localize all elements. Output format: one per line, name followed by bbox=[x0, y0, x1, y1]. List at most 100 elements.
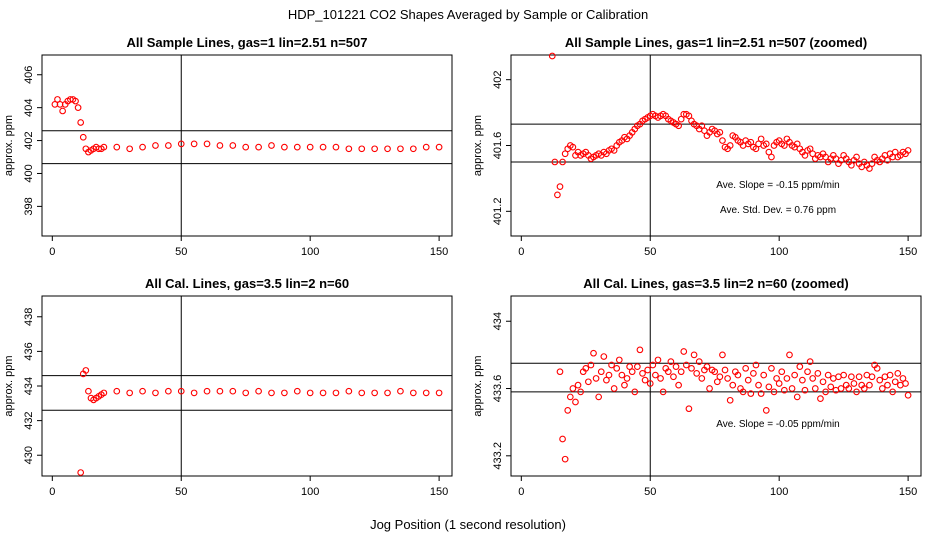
data-point bbox=[845, 385, 853, 392]
y-tick-label: 434 bbox=[492, 312, 504, 330]
data-point bbox=[371, 389, 378, 397]
y-axis-label: approx. ppm bbox=[472, 355, 484, 416]
data-point bbox=[695, 358, 703, 365]
data-point bbox=[711, 368, 719, 376]
data-point bbox=[561, 455, 569, 463]
data-point bbox=[755, 381, 762, 389]
data-point bbox=[582, 364, 590, 372]
y-tick-label: 406 bbox=[23, 66, 35, 84]
data-point bbox=[559, 158, 566, 166]
data-point bbox=[884, 156, 891, 164]
data-point bbox=[799, 376, 806, 384]
data-point bbox=[716, 128, 724, 136]
data-point bbox=[739, 388, 747, 396]
data-point bbox=[672, 363, 680, 371]
x-tick-label: 50 bbox=[175, 246, 187, 258]
x-tick-label: 100 bbox=[301, 486, 319, 498]
data-point bbox=[641, 376, 649, 384]
data-point bbox=[719, 137, 726, 144]
data-point bbox=[706, 385, 713, 392]
y-tick-label: 432 bbox=[23, 411, 35, 429]
data-point bbox=[152, 389, 159, 397]
data-point bbox=[603, 376, 610, 384]
panel-annotation: Ave. Slope = -0.15 ppm/min bbox=[716, 180, 840, 191]
data-point bbox=[664, 368, 672, 376]
data-point bbox=[819, 378, 827, 386]
x-tick-label: 50 bbox=[175, 486, 187, 498]
data-point bbox=[768, 364, 775, 372]
x-tick-label: 100 bbox=[770, 246, 788, 258]
data-point bbox=[358, 389, 366, 397]
data-point bbox=[899, 375, 907, 382]
y-tick-label: 401.2 bbox=[492, 198, 504, 226]
data-point bbox=[587, 361, 595, 369]
panel-title: All Sample Lines, gas=1 lin=2.51 n=507 (… bbox=[565, 35, 867, 50]
data-point bbox=[657, 375, 664, 382]
y-axis-label: approx. ppm bbox=[3, 355, 15, 416]
data-point bbox=[74, 104, 82, 112]
data-point bbox=[548, 52, 556, 60]
data-point bbox=[690, 351, 698, 359]
data-point bbox=[636, 346, 644, 354]
data-point bbox=[229, 387, 237, 395]
data-point bbox=[693, 370, 701, 377]
data-point bbox=[703, 363, 711, 371]
y-tick-label: 438 bbox=[23, 308, 35, 326]
data-point bbox=[747, 390, 755, 397]
data-point bbox=[82, 367, 90, 374]
data-point bbox=[850, 380, 858, 387]
data-point bbox=[268, 389, 275, 397]
data-point bbox=[788, 385, 796, 392]
data-point bbox=[566, 393, 574, 401]
data-point bbox=[564, 407, 572, 414]
figure-x-axis-label: Jog Position (1 second resolution) bbox=[370, 517, 566, 532]
plot-frame bbox=[41, 54, 453, 237]
x-tick-label: 100 bbox=[770, 486, 788, 498]
y-tick-label: 401.6 bbox=[492, 132, 504, 160]
data-point bbox=[551, 158, 559, 166]
data-point bbox=[203, 140, 211, 148]
data-point bbox=[615, 356, 623, 364]
plot-frame bbox=[510, 54, 922, 237]
data-point bbox=[822, 388, 829, 396]
panel-title: All Cal. Lines, gas=3.5 lin=2 n=60 bbox=[145, 276, 349, 291]
data-point bbox=[319, 389, 327, 397]
data-point bbox=[384, 389, 391, 397]
data-point bbox=[886, 371, 894, 379]
data-point bbox=[827, 383, 835, 391]
data-point bbox=[780, 142, 788, 149]
data-point bbox=[85, 387, 92, 395]
data-point bbox=[190, 140, 198, 148]
data-point bbox=[613, 364, 621, 372]
data-point bbox=[814, 370, 822, 377]
data-point bbox=[216, 142, 224, 149]
data-point bbox=[729, 381, 737, 389]
data-point bbox=[809, 375, 817, 382]
data-point bbox=[592, 375, 600, 382]
data-point bbox=[397, 387, 404, 395]
data-point bbox=[79, 133, 87, 141]
data-point bbox=[713, 378, 721, 386]
data-point bbox=[891, 378, 899, 386]
panel-annotation: Ave. Std. Dev. = 0.76 ppm bbox=[720, 205, 836, 216]
data-point bbox=[345, 145, 353, 153]
y-axis-label: approx. ppm bbox=[472, 115, 484, 176]
data-point bbox=[801, 386, 809, 394]
panel-title: All Sample Lines, gas=1 lin=2.51 n=507 bbox=[127, 35, 368, 50]
data-point bbox=[783, 375, 791, 382]
data-point bbox=[139, 143, 146, 151]
data-point bbox=[752, 361, 760, 369]
data-point bbox=[688, 364, 695, 372]
x-tick-label: 0 bbox=[49, 246, 55, 258]
data-point bbox=[677, 368, 685, 376]
data-point bbox=[597, 368, 605, 376]
panel-annotation: Ave. Slope = -0.05 ppm/min bbox=[716, 419, 840, 430]
data-point bbox=[165, 142, 172, 149]
data-point bbox=[853, 153, 860, 161]
data-point bbox=[644, 366, 652, 374]
data-point bbox=[873, 364, 881, 372]
data-point bbox=[628, 368, 636, 376]
data-point bbox=[422, 389, 430, 397]
y-tick-label: 402 bbox=[23, 131, 35, 149]
